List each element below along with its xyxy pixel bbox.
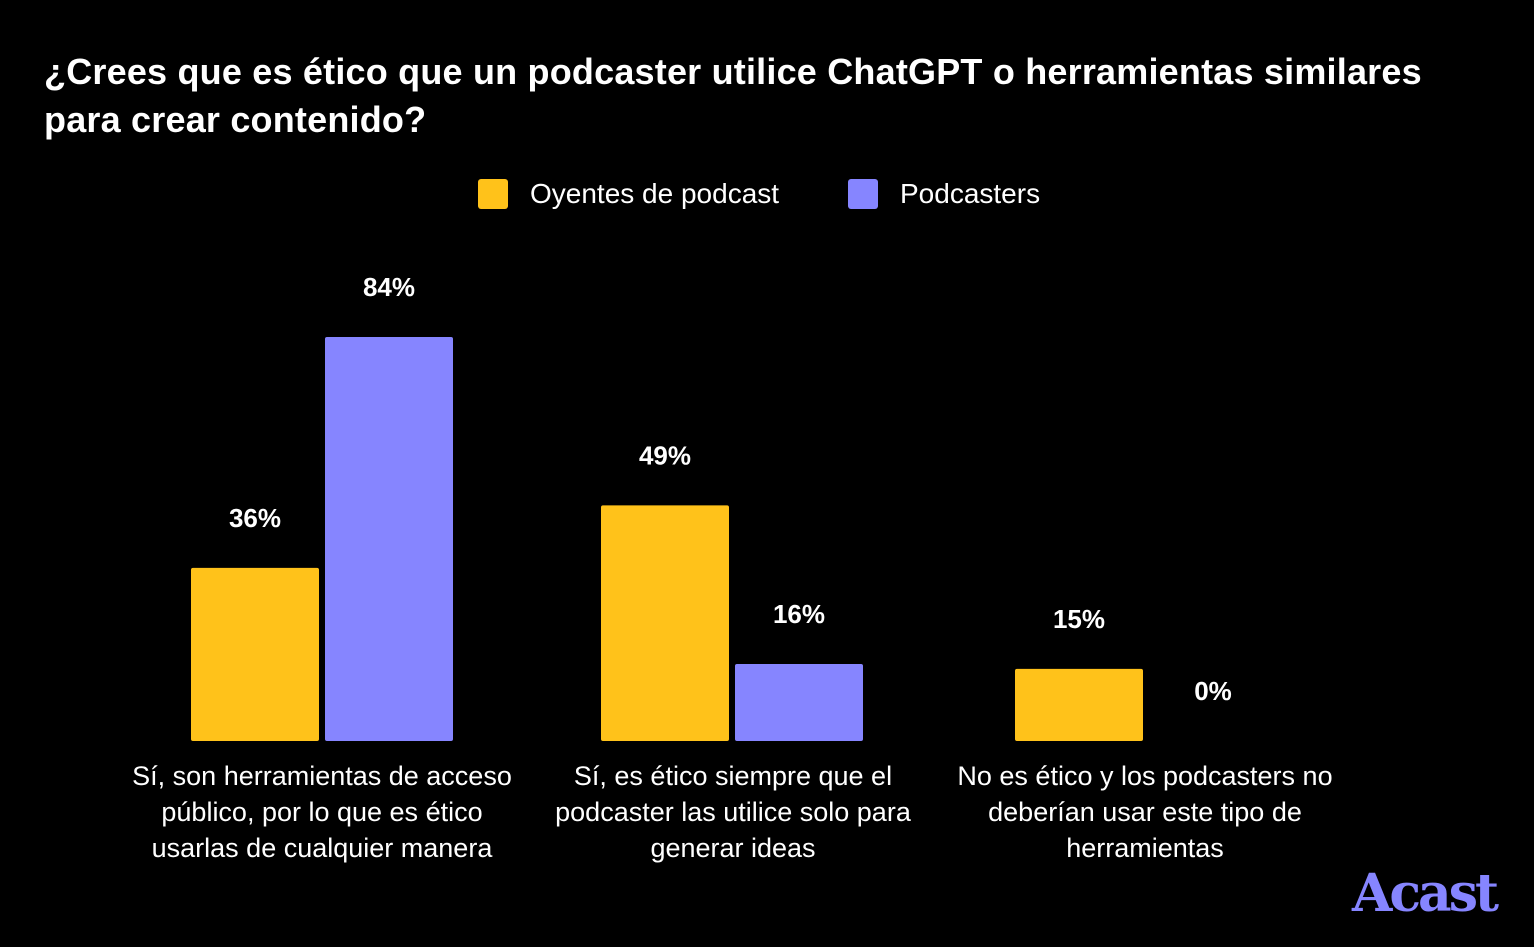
acast-logo: Acast [1352,863,1499,924]
legend-swatch-podcasters [848,179,878,209]
value-label-oyentes-1: 36% [229,503,281,533]
legend-label-oyentes: Oyentes de podcast [530,178,780,209]
bar-chart: 36% 49% 15% 84% 16% 0% [191,272,1232,741]
category-label-2: Sí, es ético siempre que el podcaster la… [555,761,911,863]
legend-label-podcasters: Podcasters [900,178,1041,209]
value-label-oyentes-3: 15% [1053,604,1105,634]
category-label-1: Sí, son herramientas de acceso público, … [132,761,512,863]
value-label-podcasters-1: 84% [363,272,415,302]
bar-oyentes-3 [1015,668,1143,741]
value-label-podcasters-2: 16% [773,599,825,629]
bar-oyentes-2 [601,505,729,741]
value-label-podcasters-3: 0% [1194,676,1232,706]
legend-item-podcasters: Podcasters [848,172,1040,216]
category-label-3: No es ético y los podcasters no deberían… [957,761,1333,863]
legend-swatch-oyentes [478,179,508,209]
bar-oyentes-1 [191,567,319,741]
value-label-oyentes-2: 49% [639,440,691,470]
legend-item-oyentes: Oyentes de podcast [478,172,779,216]
bar-podcasters-1 [325,337,453,741]
chart-title: ¿Crees que es ético que un podcaster uti… [44,51,1422,140]
legend: Oyentes de podcast Podcasters [0,172,1534,216]
bar-podcasters-2 [735,664,863,741]
